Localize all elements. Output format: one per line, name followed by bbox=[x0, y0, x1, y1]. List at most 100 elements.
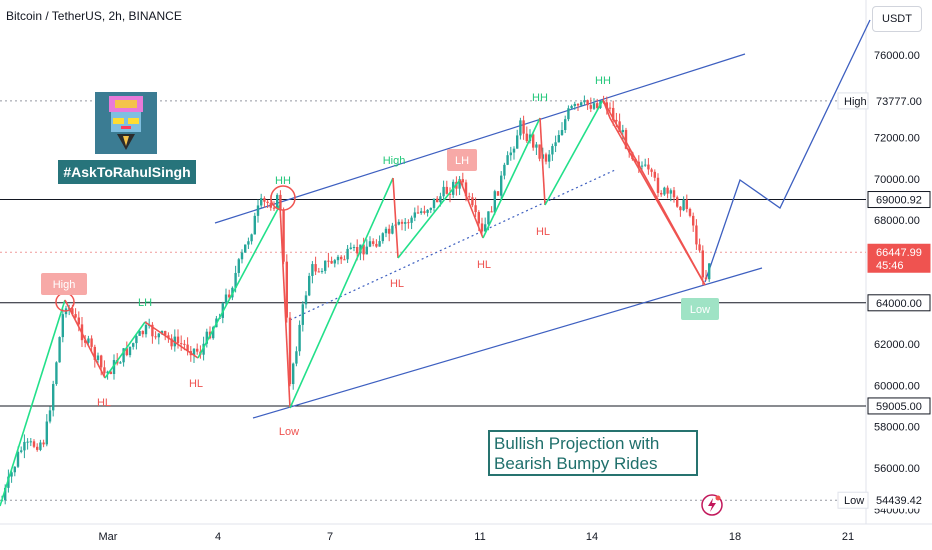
candle-body bbox=[77, 317, 80, 325]
price-label-value: 64000.00 bbox=[876, 298, 922, 310]
swing-label: HH bbox=[595, 75, 611, 87]
candle-body bbox=[679, 206, 682, 211]
candle-body bbox=[573, 103, 576, 106]
candle-body bbox=[240, 252, 244, 260]
swing-down-line bbox=[459, 179, 484, 239]
candle-body bbox=[413, 212, 416, 218]
candle-body bbox=[461, 179, 464, 183]
candle-body bbox=[170, 338, 173, 347]
candle-body bbox=[500, 175, 503, 196]
candle-body bbox=[618, 121, 621, 133]
candle-body bbox=[631, 152, 634, 160]
candle-body bbox=[612, 107, 615, 120]
candle-body bbox=[71, 308, 74, 315]
candle-body bbox=[445, 186, 448, 194]
candle-body bbox=[596, 103, 599, 108]
candle-body bbox=[442, 186, 445, 197]
candle-body bbox=[74, 314, 77, 318]
candle-body bbox=[314, 264, 317, 272]
swing-labels: High LH HL HL HH Low High HL LH HL HL HH HH Low bbox=[41, 75, 719, 438]
candle-body bbox=[698, 244, 701, 251]
candle-body bbox=[695, 225, 698, 245]
swing-down-line bbox=[144, 321, 199, 359]
candle-body bbox=[656, 177, 660, 193]
avatar bbox=[93, 90, 159, 156]
x-tick-label: 11 bbox=[474, 531, 485, 543]
swing-label: Low bbox=[279, 426, 299, 438]
candle-body bbox=[186, 344, 189, 352]
candle-body bbox=[429, 207, 432, 210]
candle-body bbox=[480, 223, 484, 232]
swing-label: HL bbox=[189, 378, 203, 390]
candle-body bbox=[320, 270, 324, 272]
candle-body bbox=[464, 182, 468, 197]
candle-body bbox=[301, 304, 304, 325]
candle-body bbox=[535, 144, 538, 148]
candle-body bbox=[448, 193, 452, 195]
candle-body bbox=[282, 210, 285, 262]
candle-body bbox=[375, 243, 378, 247]
currency-button[interactable]: USDT bbox=[872, 6, 922, 32]
candle-body bbox=[138, 330, 141, 336]
candle-body bbox=[340, 256, 343, 260]
candle-body bbox=[205, 331, 208, 344]
candle-body bbox=[260, 198, 263, 206]
candle-body bbox=[362, 244, 365, 255]
candle-body bbox=[692, 215, 695, 226]
candle-body bbox=[327, 260, 330, 262]
candle-body bbox=[512, 148, 516, 153]
swing-up-line bbox=[482, 117, 541, 239]
candle-body bbox=[304, 295, 308, 305]
projection-line-1: Bullish Projection with bbox=[494, 434, 660, 453]
candle-body bbox=[356, 247, 359, 254]
candle-body bbox=[135, 335, 138, 344]
candle-body bbox=[112, 360, 116, 375]
candle-body bbox=[26, 441, 29, 443]
candle-body bbox=[224, 294, 228, 304]
candle-body bbox=[176, 336, 180, 344]
swing-label: HH bbox=[532, 92, 548, 104]
swing-label: LH bbox=[138, 297, 152, 309]
flash-icon[interactable] bbox=[701, 494, 723, 516]
candle-body bbox=[509, 152, 512, 156]
candle-body bbox=[285, 261, 288, 318]
y-tick-label: 68000.00 bbox=[874, 215, 920, 227]
y-tick-label: 58000.00 bbox=[874, 422, 920, 434]
y-tick-label: 60000.00 bbox=[874, 380, 920, 392]
candle-body bbox=[87, 338, 90, 343]
price-label-prefix: High bbox=[844, 96, 867, 108]
candle-body bbox=[90, 338, 93, 347]
candle-body bbox=[160, 330, 164, 334]
candle-body bbox=[52, 384, 55, 411]
candle-body bbox=[263, 198, 266, 202]
candle-body bbox=[330, 260, 333, 264]
candle-body bbox=[253, 215, 256, 235]
candle-body bbox=[484, 224, 487, 232]
candle-body bbox=[676, 197, 679, 207]
candle-body bbox=[701, 250, 704, 278]
price-label-box bbox=[867, 294, 931, 312]
candle-body bbox=[36, 446, 39, 450]
swing-down-line bbox=[64, 299, 106, 379]
candle-body bbox=[682, 199, 685, 211]
price-label-countdown: 45:46 bbox=[876, 260, 904, 272]
candle-body bbox=[397, 221, 400, 225]
candle-body bbox=[615, 119, 618, 122]
candle-body bbox=[458, 179, 461, 189]
candle-body bbox=[20, 450, 23, 452]
price-label-box bbox=[867, 191, 931, 209]
time-axis: Mar 4 7 11 14 18 21 bbox=[0, 523, 932, 543]
candle-body bbox=[653, 171, 656, 178]
candle-body bbox=[157, 333, 160, 338]
candle-body bbox=[13, 466, 16, 473]
candle-body bbox=[388, 228, 391, 234]
swing-up-line bbox=[0, 299, 66, 507]
swing-label-box bbox=[681, 298, 719, 320]
candle-body bbox=[589, 105, 592, 109]
price-label-prefix: Low bbox=[844, 495, 864, 507]
candle-body bbox=[247, 241, 250, 245]
candle-body bbox=[660, 192, 663, 195]
swing-lines bbox=[0, 99, 706, 507]
